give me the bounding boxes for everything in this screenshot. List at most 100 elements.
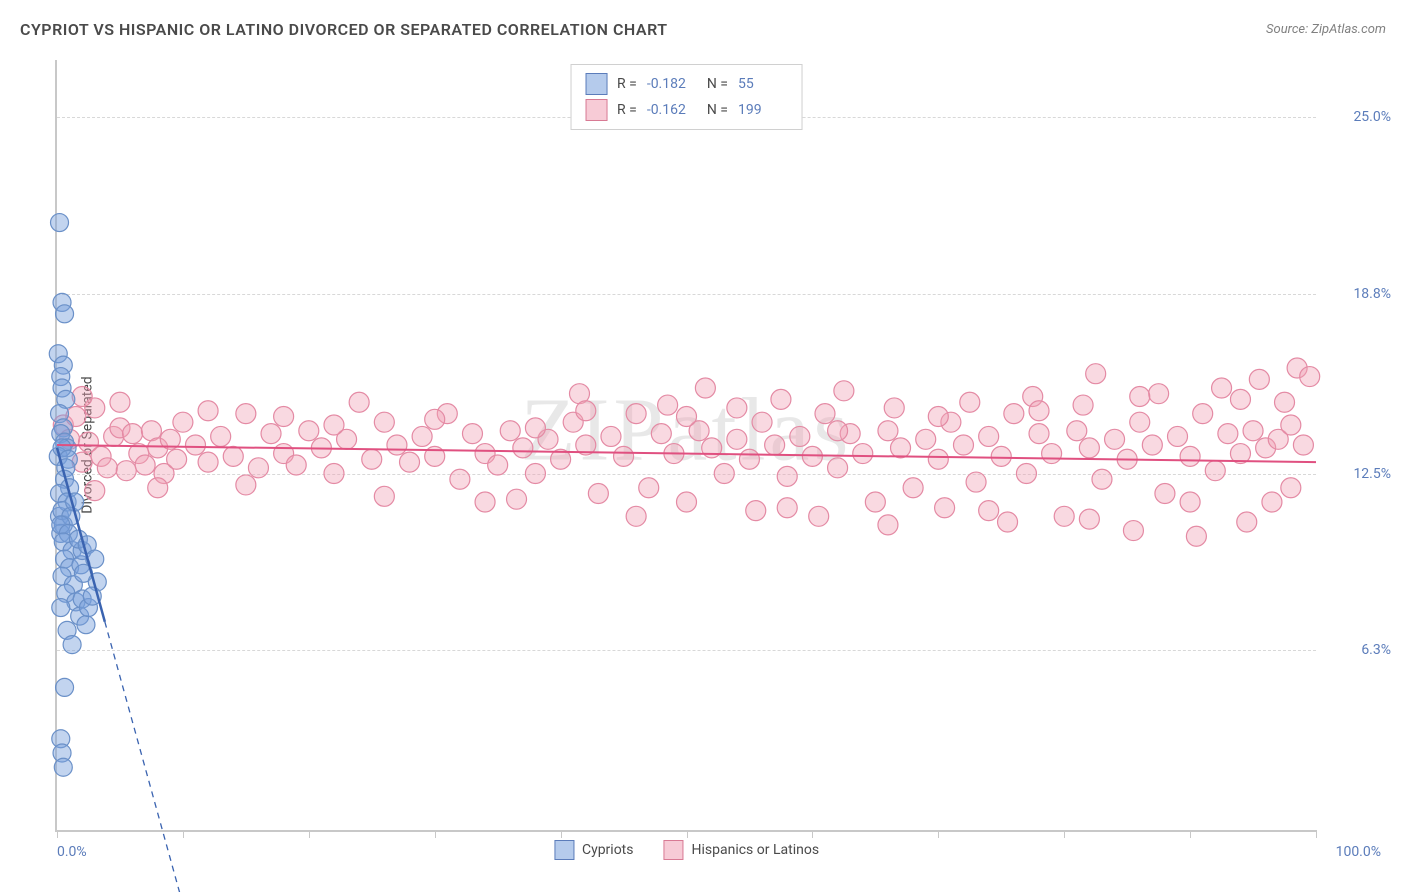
pink-point (97, 458, 117, 478)
pink-point (771, 389, 791, 409)
pink-point (1029, 424, 1049, 444)
pink-point (878, 515, 898, 535)
pink-point (928, 449, 948, 469)
x-tick (1316, 830, 1317, 838)
pink-point (1186, 526, 1206, 546)
pink-point (1293, 435, 1313, 455)
plot-area: Divorced or Separated 6.3%12.5%18.8%25.0… (55, 60, 1316, 832)
pink-point (274, 406, 294, 426)
x-tick (1190, 830, 1191, 838)
pink-point (651, 424, 671, 444)
x-max-label: 100.0% (1336, 844, 1381, 860)
pink-point (261, 424, 281, 444)
pink-point (828, 458, 848, 478)
pink-point (695, 378, 715, 398)
blue-legend-swatch (554, 840, 574, 860)
pink-point (928, 406, 948, 426)
pink-point (248, 458, 268, 478)
stats-box: R =-0.182N =55R =-0.162N =199 (570, 64, 803, 130)
pink-point (935, 498, 955, 518)
blue-point (52, 599, 70, 617)
pink-point (299, 421, 319, 441)
n-value: 199 (738, 102, 788, 118)
pink-point (658, 395, 678, 415)
source-label: Source: ZipAtlas.com (1266, 22, 1386, 37)
blue-swatch (585, 73, 607, 95)
pink-point (1281, 478, 1301, 498)
legend-item: Hispanics or Latinos (664, 840, 820, 860)
pink-point (1180, 492, 1200, 512)
pink-point (727, 398, 747, 418)
pink-point (916, 429, 936, 449)
blue-point (56, 678, 74, 696)
pink-point (167, 449, 187, 469)
pink-point (525, 418, 545, 438)
pink-point (1155, 483, 1175, 503)
pink-point (349, 392, 369, 412)
pink-point (1142, 435, 1162, 455)
pink-point (1230, 389, 1250, 409)
pink-point (1016, 464, 1036, 484)
x-tick (309, 830, 310, 838)
pink-point (1205, 461, 1225, 481)
pink-point (626, 506, 646, 526)
pink-point (488, 455, 508, 475)
x-min-label: 0.0% (57, 844, 87, 860)
y-tick-label: 6.3% (1326, 642, 1391, 658)
pink-point (500, 421, 520, 441)
pink-point (998, 512, 1018, 532)
r-label: R = (617, 102, 637, 118)
pink-point (1054, 506, 1074, 526)
pink-point (324, 415, 344, 435)
pink-point (110, 392, 130, 412)
pink-point (1300, 367, 1320, 387)
pink-point (809, 506, 829, 526)
r-value: -0.162 (647, 102, 697, 118)
pink-point (991, 446, 1011, 466)
pink-point (834, 381, 854, 401)
pink-point (614, 446, 634, 466)
pink-point (765, 435, 785, 455)
pink-point (1249, 369, 1269, 389)
n-label: N = (707, 76, 728, 92)
pink-point (677, 492, 697, 512)
pink-point (450, 469, 470, 489)
pink-point (400, 452, 420, 472)
pink-point (1004, 404, 1024, 424)
pink-point (1130, 387, 1150, 407)
pink-point (966, 472, 986, 492)
pink-point (1079, 438, 1099, 458)
pink-point (1218, 424, 1238, 444)
pink-point (588, 483, 608, 503)
stats-row: R =-0.162N =199 (585, 97, 788, 123)
pink-point (960, 392, 980, 412)
pink-point (1073, 395, 1093, 415)
pink-point (85, 481, 105, 501)
pink-point (362, 449, 382, 469)
pink-point (236, 475, 256, 495)
r-value: -0.182 (647, 76, 697, 92)
stats-row: R =-0.182N =55 (585, 71, 788, 97)
x-tick (435, 830, 436, 838)
pink-point (1275, 392, 1295, 412)
pink-point (752, 412, 772, 432)
pink-point (1029, 401, 1049, 421)
pink-point (211, 426, 231, 446)
pink-point (576, 401, 596, 421)
pink-point (374, 412, 394, 432)
y-tick-label: 25.0% (1326, 109, 1391, 125)
pink-point (903, 478, 923, 498)
scatter-plot (57, 60, 1316, 830)
pink-point (1105, 429, 1125, 449)
pink-point (387, 435, 407, 455)
pink-point (198, 401, 218, 421)
x-tick (812, 830, 813, 838)
blue-trendline-ext (105, 622, 227, 892)
pink-point (1281, 415, 1301, 435)
pink-point (1193, 404, 1213, 424)
pink-point (878, 421, 898, 441)
pink-point (979, 426, 999, 446)
pink-point (639, 478, 659, 498)
x-tick (938, 830, 939, 838)
pink-point (1042, 444, 1062, 464)
